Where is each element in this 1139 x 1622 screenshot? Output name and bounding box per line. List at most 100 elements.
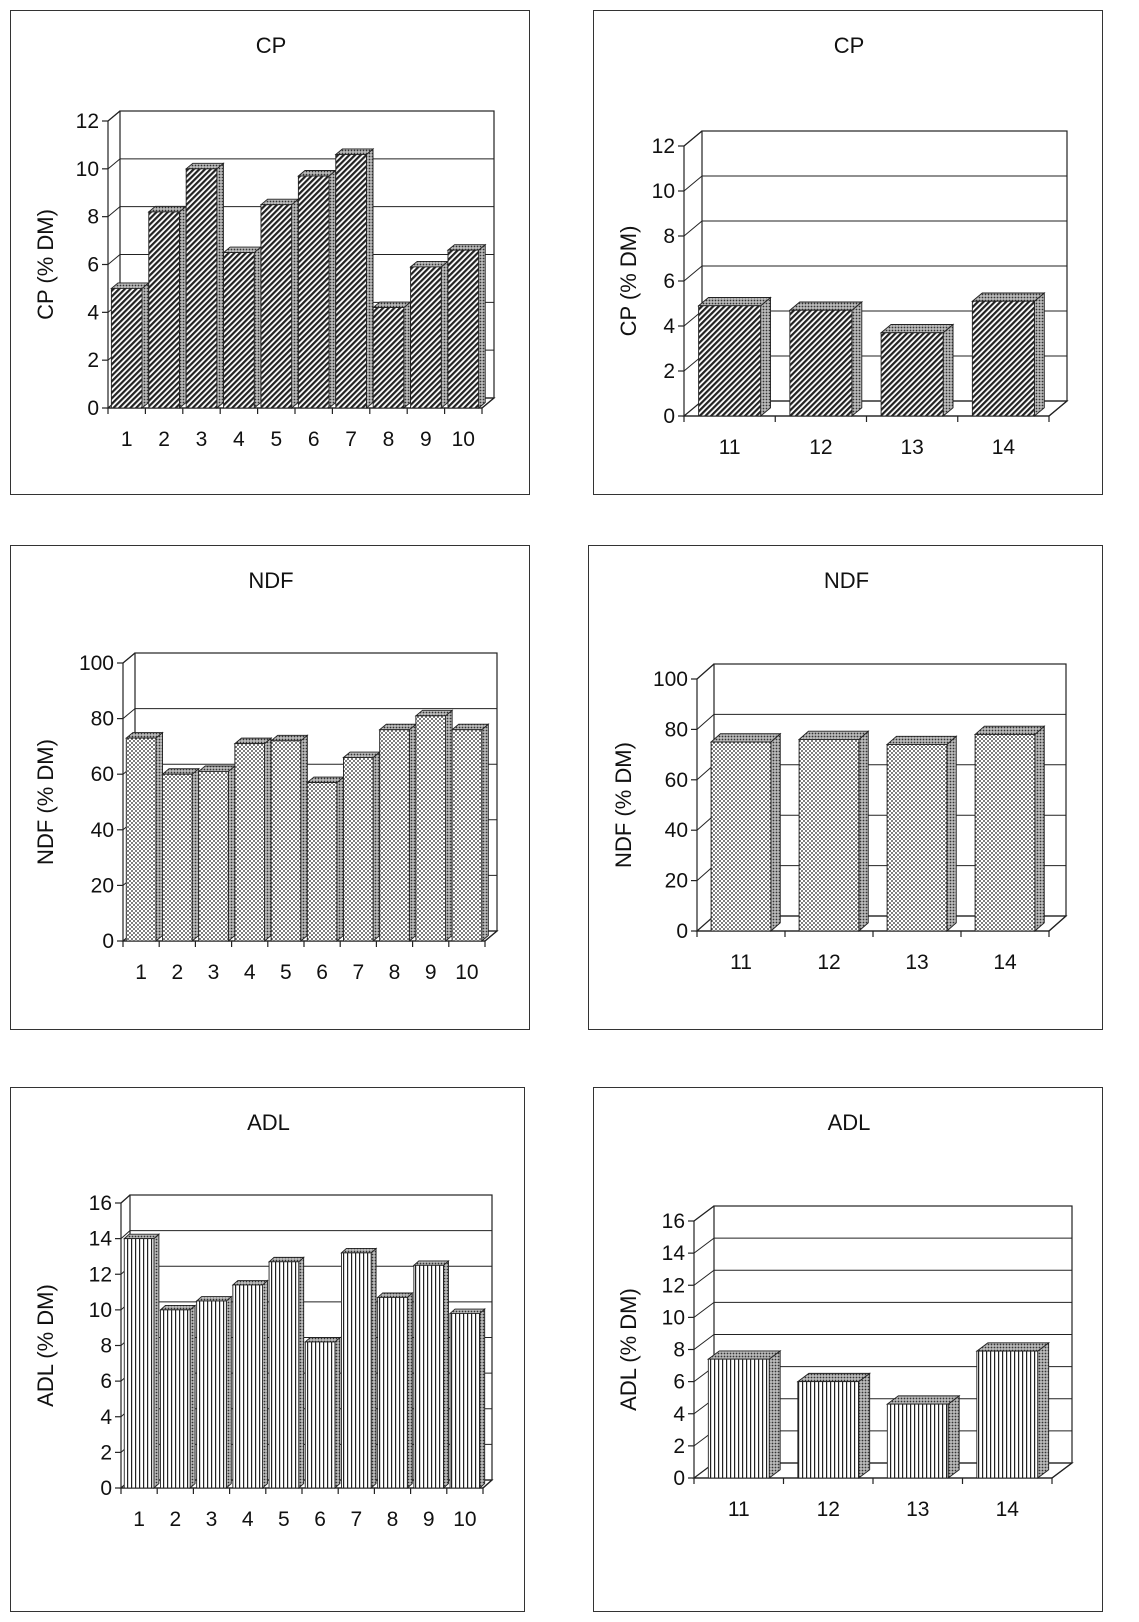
x-tick-label: 12 <box>817 951 840 974</box>
y-tick-label: 80 <box>91 708 114 731</box>
y-tick-label: 40 <box>91 819 114 842</box>
bar <box>446 243 487 409</box>
bar <box>885 735 958 932</box>
x-tick-label: 12 <box>809 436 832 459</box>
gridline-side <box>683 175 703 192</box>
x-tick-label: 14 <box>993 951 1017 974</box>
y-axis-label: CP (% DM) <box>616 226 641 337</box>
y-tick-label: 4 <box>100 1406 112 1429</box>
chart-panel-ndf-11-14: NDF NDF (% DM) 0 20 40 60 80 100 11 12 13 14 <box>588 545 1103 1030</box>
bar <box>340 1247 378 1490</box>
gridline-side <box>122 708 136 719</box>
y-tick-label: 14 <box>662 1242 686 1265</box>
y-axis-label: ADL (% DM) <box>33 1284 58 1407</box>
y-tick-label: 80 <box>665 718 688 741</box>
y-tick-label: 20 <box>91 874 114 897</box>
y-tick-label: 100 <box>653 668 688 691</box>
bar <box>879 323 955 417</box>
y-tick-label: 6 <box>663 270 675 293</box>
y-tick-label: 10 <box>652 180 675 203</box>
chart-svg: ADL ADL (% DM) 0 2 4 6 8 10 12 14 16 11 12 13 14 <box>616 1110 1074 1521</box>
bar <box>231 1279 269 1490</box>
gridline-side <box>107 110 121 122</box>
y-tick-label: 60 <box>91 763 114 786</box>
chart-title: CP <box>834 33 865 58</box>
gridline-side <box>693 1237 715 1254</box>
bar <box>409 260 450 409</box>
x-tick-label: 7 <box>352 961 364 984</box>
gridline-side <box>693 1269 715 1286</box>
y-tick-label: 0 <box>87 397 99 420</box>
bar <box>269 734 309 942</box>
y-tick-label: 0 <box>673 1467 685 1490</box>
gridline-side <box>683 220 703 237</box>
bar <box>195 1295 233 1490</box>
x-tick-label: 11 <box>719 436 741 459</box>
chart-svg: CP CP (% DM) 0 2 4 6 8 10 12 11 12 13 14 <box>616 33 1069 459</box>
y-tick-label: 8 <box>87 206 99 229</box>
y-axis-label: CP (% DM) <box>33 209 58 320</box>
gridline-side <box>107 254 121 265</box>
bar <box>706 1349 782 1479</box>
bar <box>885 1394 961 1479</box>
chart-title: ADL <box>828 1110 871 1135</box>
x-tick-label: 3 <box>208 961 220 984</box>
x-tick-label: 9 <box>425 961 437 984</box>
gridline-side <box>693 1205 715 1222</box>
bar <box>788 301 864 417</box>
y-tick-label: 4 <box>87 301 99 324</box>
y-axis-label: NDF (% DM) <box>33 739 58 865</box>
gridline-side <box>120 1194 131 1204</box>
chart-svg: NDF NDF (% DM) 0 20 40 60 80 100 1 2 3 4 5 6 7 8 9 10 <box>33 568 499 984</box>
chart-panel-cp-11-14: CP CP (% DM) 0 2 4 6 8 10 12 11 12 13 14 <box>593 10 1103 495</box>
gridline-side <box>683 130 703 147</box>
x-tick-label: 12 <box>817 1498 840 1521</box>
y-tick-label: 6 <box>673 1371 685 1394</box>
bar <box>371 301 412 409</box>
bar <box>304 1336 342 1490</box>
y-tick-label: 16 <box>89 1192 112 1215</box>
bar <box>125 731 164 942</box>
x-tick-label: 8 <box>383 428 395 451</box>
x-tick-label: 2 <box>169 1508 181 1531</box>
chart-panel-adl-11-14: ADL ADL (% DM) 0 2 4 6 8 10 12 14 16 11 12 13 14 <box>593 1087 1103 1612</box>
bar <box>197 764 237 942</box>
x-tick-label: 9 <box>420 428 432 451</box>
gridline-side <box>107 158 121 170</box>
x-tick-label: 10 <box>455 961 478 984</box>
bar <box>222 246 263 409</box>
bar <box>259 198 300 409</box>
chart-title: NDF <box>824 568 869 593</box>
x-tick-label: 4 <box>244 961 256 984</box>
y-tick-label: 10 <box>76 158 99 181</box>
bar <box>376 1292 414 1490</box>
gridline-side <box>696 663 715 680</box>
bar <box>159 1304 197 1490</box>
bar <box>334 148 375 409</box>
x-tick-label: 14 <box>992 436 1016 459</box>
x-tick-label: 1 <box>133 1508 145 1531</box>
gridline-side <box>683 265 703 282</box>
y-tick-label: 6 <box>87 254 99 277</box>
bar <box>342 751 381 942</box>
bar <box>297 169 337 409</box>
y-tick-label: 14 <box>89 1228 113 1251</box>
bar <box>267 1256 305 1490</box>
chart-panel-ndf-1-10: NDF NDF (% DM) 0 20 40 60 80 100 1 2 3 4 5 6 7 8 9 10 <box>10 545 530 1030</box>
y-tick-label: 16 <box>662 1210 685 1233</box>
chart-title: CP <box>256 33 287 58</box>
x-tick-label: 13 <box>906 1498 929 1521</box>
y-tick-label: 0 <box>676 920 688 943</box>
bar <box>378 723 418 942</box>
y-tick-label: 0 <box>100 1477 112 1500</box>
y-tick-label: 8 <box>663 225 675 248</box>
y-tick-label: 10 <box>89 1299 112 1322</box>
bar <box>110 281 150 409</box>
x-tick-label: 11 <box>728 1498 750 1521</box>
bar <box>973 725 1046 932</box>
x-tick-label: 4 <box>233 428 245 451</box>
y-tick-label: 8 <box>100 1335 112 1358</box>
y-tick-label: 4 <box>663 315 675 338</box>
